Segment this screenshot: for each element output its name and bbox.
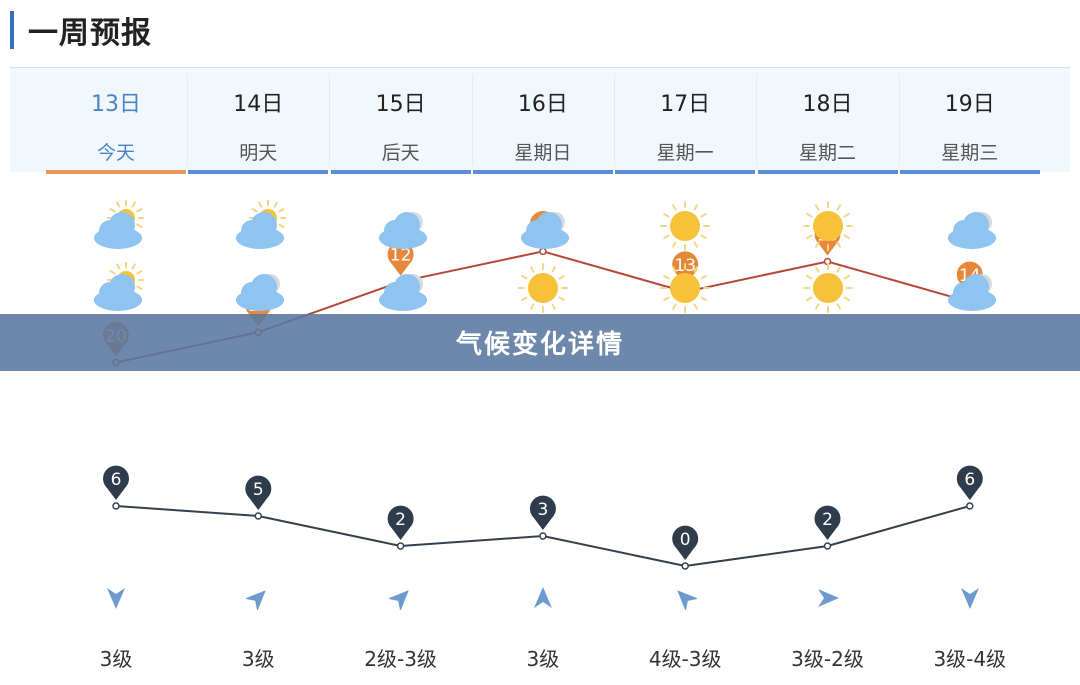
sunny-icon	[657, 262, 713, 314]
data-point-dot	[966, 502, 974, 510]
day-tab-divider	[613, 74, 615, 166]
day-tab-underline	[899, 170, 1040, 174]
cloudy-icon	[373, 200, 429, 252]
day-tab-divider	[898, 74, 900, 166]
partly-cloudy-icon	[230, 199, 288, 252]
day-tab-underline	[188, 170, 329, 174]
day-tab-divider	[756, 74, 758, 166]
day-name: 星期一	[656, 142, 714, 164]
high-temp-label: 12	[390, 246, 412, 266]
day-name: 明天	[239, 142, 278, 164]
day-date: 19日	[944, 92, 995, 117]
day-tab-3[interactable]: 15日后天	[330, 68, 473, 174]
low-temp-point: 5	[245, 475, 272, 520]
cloudy-icon	[373, 262, 429, 314]
wind-level: 3级-2级	[791, 647, 864, 671]
day-date: 15日	[375, 92, 426, 117]
sunny-icon	[515, 262, 571, 314]
day-date: 13日	[91, 92, 141, 117]
day-tab-2[interactable]: 14日明天	[188, 68, 331, 174]
data-point-dot	[681, 562, 689, 570]
section-header: 一周预报	[10, 10, 152, 51]
day-name: 星期二	[798, 142, 856, 164]
weekly-forecast-panel: 13日 今天 14日 明天 15日 后天 16日 星期日 17日 星期一 18日 星期二 19日 星期三	[10, 67, 1070, 677]
temperature-pin-marker	[102, 465, 129, 500]
day-tab-1[interactable]: 13日今天	[46, 68, 188, 174]
sunny-icon	[657, 200, 713, 252]
overlay-banner[interactable]: 气候变化详情	[0, 314, 1080, 371]
wind-level: 3级-4级	[933, 647, 1007, 671]
day-name: 星期三	[941, 142, 999, 164]
temperature-pin-marker	[956, 465, 983, 500]
day-date: 16日	[517, 92, 568, 117]
day-name: 今天	[96, 142, 135, 164]
wind-level: 2级-3级	[364, 647, 437, 671]
low-temp-point: 6	[956, 465, 983, 510]
wind-level: 3级	[241, 647, 275, 671]
low-temp-label: 2	[822, 510, 833, 530]
low-temp-label: 3	[537, 500, 548, 520]
temperature-pin-marker	[245, 475, 272, 510]
low-temp-point: 3	[529, 495, 556, 540]
wind-direction-icon	[673, 586, 699, 612]
wind-direction-icon	[104, 586, 128, 610]
low-temp-label: 6	[964, 470, 975, 490]
temperature-pin-marker	[814, 505, 841, 540]
low-temp-label: 0	[680, 530, 691, 550]
low-temp-label: 2	[395, 510, 406, 530]
page-title: 一周预报	[28, 16, 152, 51]
day-tab-6[interactable]: 18日星期二	[757, 68, 900, 174]
day-tab-divider	[329, 74, 331, 166]
wind-direction-icon	[958, 586, 982, 610]
wind-direction-icon	[816, 586, 840, 610]
partly-cloudy-icon	[88, 199, 145, 252]
sunny-icon	[800, 200, 856, 252]
day-tab-underline	[46, 170, 186, 174]
temperature-pin-marker	[529, 495, 556, 530]
day-name: 后天	[381, 142, 420, 164]
low-temp-label: 5	[253, 480, 264, 500]
data-point-dot	[254, 512, 263, 520]
day-tab-divider	[471, 74, 473, 166]
low-temp-point: 0	[672, 525, 699, 570]
day-tab-underline	[330, 170, 471, 174]
low-temp-label: 6	[111, 470, 122, 490]
cloudy-icon	[230, 262, 286, 314]
day-date: 17日	[660, 92, 711, 117]
day-date: 14日	[233, 92, 284, 117]
day-tab-underline	[472, 170, 613, 174]
data-point-dot	[112, 502, 120, 510]
day-tab-underline	[615, 170, 756, 174]
wind-level: 3级	[99, 647, 133, 671]
banner-text: 气候变化详情	[455, 330, 624, 360]
data-point-dot	[539, 532, 547, 540]
day-tab-5[interactable]: 17日星期一	[615, 68, 758, 174]
data-point-dot	[823, 542, 832, 550]
low-temp-point: 6	[102, 465, 129, 510]
wind-level: 4级-3级	[648, 647, 722, 671]
wind-level: 3级	[526, 647, 560, 671]
day-tab-4[interactable]: 16日星期日	[472, 68, 615, 174]
wind-direction-icon	[531, 586, 555, 610]
day-tab-divider	[187, 74, 188, 166]
day-tab-underline	[757, 170, 898, 174]
day-tab-7[interactable]: 19日星期三	[899, 68, 1040, 174]
partly-cloudy-icon	[88, 261, 145, 314]
temperature-pin-marker	[672, 525, 699, 560]
data-point-dot	[396, 542, 405, 550]
cloudy-icon	[942, 200, 998, 252]
temperature-pin-marker	[387, 241, 414, 276]
day-date: 18日	[802, 92, 853, 117]
temperature-pin-marker	[387, 505, 414, 540]
day-tabs-background	[10, 68, 1070, 172]
sunny-icon	[800, 262, 856, 314]
day-name: 星期日	[514, 142, 572, 164]
low-temp-point: 2	[387, 505, 414, 550]
wind-direction-icon	[387, 586, 413, 612]
title-accent-bar	[10, 11, 14, 49]
wind-direction-icon	[244, 586, 270, 612]
cloudy-icon	[942, 262, 998, 314]
cloudy-icon	[515, 200, 571, 252]
low-temp-point: 2	[814, 505, 841, 550]
